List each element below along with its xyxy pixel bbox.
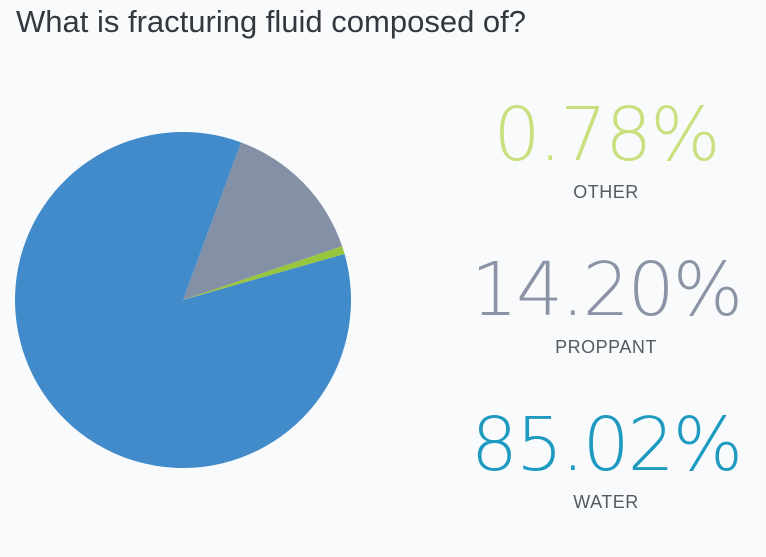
pie-slice-water[interactable] [15, 131, 352, 468]
pie-slice-proppant[interactable] [183, 142, 343, 300]
stat-value-other: 0.78% [493, 92, 720, 178]
pie-slice-other[interactable] [183, 246, 345, 300]
stat-value-proppant: 14.20% [470, 247, 743, 333]
page-title: What is fracturing fluid composed of? [16, 4, 527, 39]
stat-proppant: 14.20% PROPPANT [456, 247, 756, 402]
pie-slices [15, 131, 352, 468]
stat-label-other: OTHER [573, 182, 639, 202]
stats-panel: 0.78% OTHER 14.20% PROPPANT 85.02% WATER [456, 92, 756, 557]
stat-value-water: 85.02% [470, 402, 743, 488]
stat-label-proppant: PROPPANT [555, 337, 657, 357]
stat-other: 0.78% OTHER [456, 92, 756, 247]
stat-water: 85.02% WATER [456, 402, 756, 557]
stat-label-water: WATER [573, 492, 639, 512]
